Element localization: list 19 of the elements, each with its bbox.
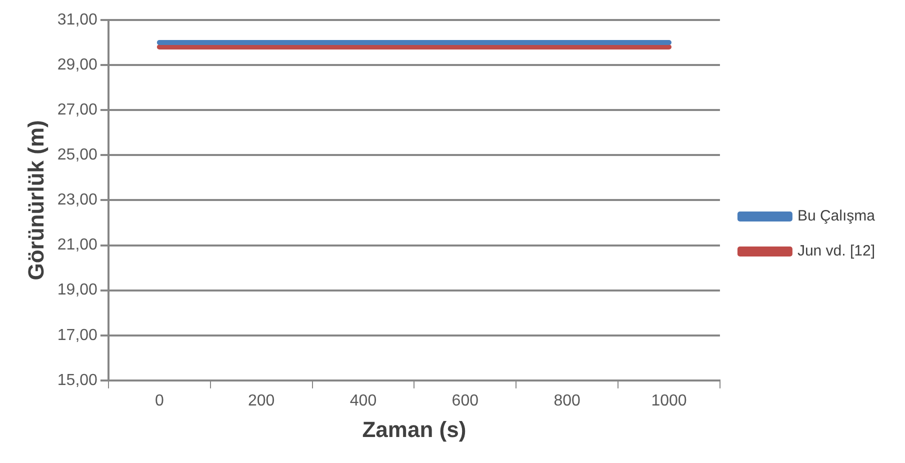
y-tick-label: 21,00: [57, 236, 98, 254]
x-axis-title: Zaman (s): [362, 416, 466, 442]
x-tick-label: 800: [554, 392, 581, 410]
y-axis-title: Görünürlük (m): [23, 120, 48, 280]
y-tick-label: 19,00: [57, 282, 98, 299]
y-tick-label: 17,00: [57, 326, 98, 344]
y-tick-label: 23,00: [57, 192, 98, 209]
y-tick-label: 29,00: [57, 56, 98, 74]
y-tick-label: 31,00: [57, 11, 98, 28]
legend-label: Bu Çalışma: [797, 208, 876, 225]
y-tick-label: 27,00: [57, 102, 98, 119]
x-tick-label: 400: [350, 392, 377, 410]
x-tick-label: 600: [452, 392, 479, 410]
y-tick-label: 25,00: [57, 146, 98, 164]
y-tick-label: 15,00: [57, 372, 98, 389]
x-tick-label: 0: [154, 392, 164, 410]
x-tick-label: 200: [248, 392, 275, 410]
x-tick-label: 1000: [651, 392, 687, 410]
legend-label: Jun vd. [12]: [797, 242, 876, 260]
